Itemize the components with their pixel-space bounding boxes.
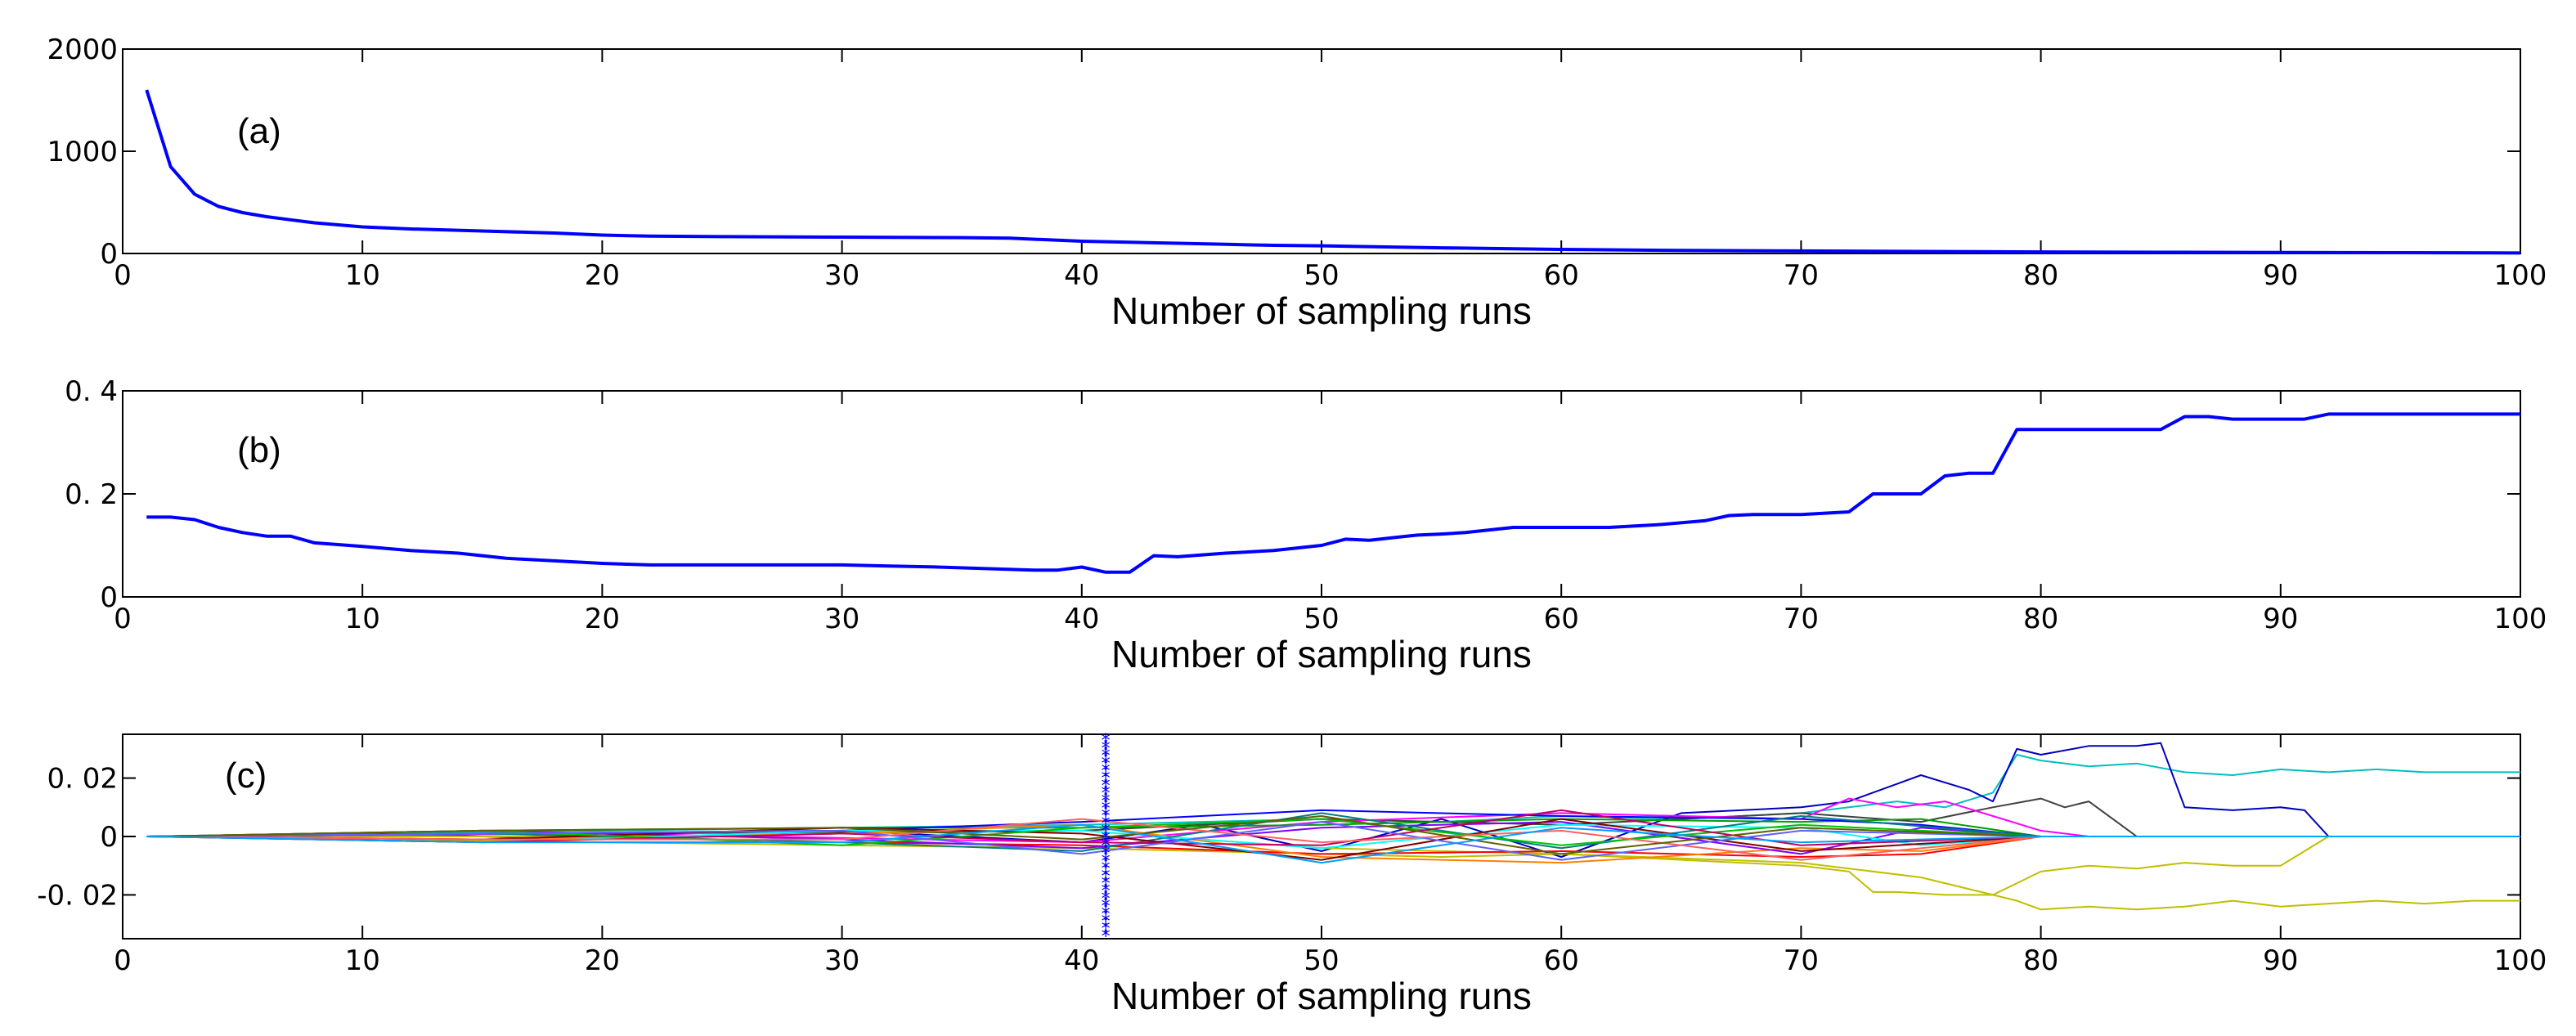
x-tick-label: 80 bbox=[2023, 259, 2058, 292]
y-tick-label: 0 bbox=[100, 821, 118, 854]
marker-point: * bbox=[1102, 799, 1111, 819]
x-tick-label: 60 bbox=[1544, 944, 1579, 977]
panel-label: (a) bbox=[237, 111, 281, 151]
marker-point: * bbox=[1102, 867, 1111, 887]
series-line-b bbox=[146, 412, 2520, 574]
x-tick-label: 10 bbox=[345, 259, 380, 292]
marker-point: * bbox=[1102, 761, 1111, 782]
series-line-c13 bbox=[146, 812, 2520, 852]
marker-point: * bbox=[1102, 731, 1111, 751]
marker-point: * bbox=[1102, 859, 1111, 880]
x-tick-label: 50 bbox=[1304, 259, 1339, 292]
marker-point: * bbox=[1102, 747, 1111, 767]
marker-point: * bbox=[1102, 844, 1111, 864]
chart-panel-a: 0 10 20 30 40 50 60 70 80 90 100010002000(a)Number… bbox=[47, 34, 2547, 332]
chart-panel-b: 0 10 20 30 40 50 60 70 80 90 100 0 0. 2 0. 4 (b) Number… bbox=[65, 375, 2547, 675]
marker-point: * bbox=[1102, 851, 1111, 872]
x-axis-title: Number of sampling runs bbox=[1111, 975, 1532, 1017]
marker-point: * bbox=[1102, 776, 1111, 796]
x-tick-label: 70 bbox=[1784, 259, 1819, 292]
y-tick-label: -0. 02 bbox=[37, 879, 118, 912]
marker-point: * bbox=[1102, 897, 1111, 917]
series-line-c1 bbox=[146, 754, 2520, 837]
x-tick-label: 40 bbox=[1064, 944, 1099, 977]
x-tick-label: 40 bbox=[1064, 259, 1099, 292]
x-tick-label: 0 bbox=[114, 944, 132, 977]
series-line-c17 bbox=[146, 821, 2520, 861]
x-tick-label: 20 bbox=[585, 603, 620, 635]
series-line-c19 bbox=[146, 815, 2520, 855]
x-tick-label: 30 bbox=[824, 944, 859, 977]
marker-point: * bbox=[1102, 904, 1111, 925]
x-tick-label: 70 bbox=[1784, 603, 1819, 635]
x-axis-title: Number of sampling runs bbox=[1111, 633, 1532, 675]
series-line-a bbox=[145, 89, 2521, 255]
panel-label: (b) bbox=[237, 430, 281, 470]
marker-point: * bbox=[1102, 814, 1111, 834]
x-tick-label: 90 bbox=[2263, 259, 2298, 292]
x-tick-label: 50 bbox=[1304, 603, 1339, 635]
x-tick-label: 60 bbox=[1544, 603, 1579, 635]
y-tick-label: 0 bbox=[100, 581, 118, 614]
y-tick-label: 0. 2 bbox=[65, 478, 118, 511]
x-tick-label: 20 bbox=[585, 944, 620, 977]
marker-point: * bbox=[1102, 926, 1111, 947]
axes-frame bbox=[122, 390, 2521, 598]
x-tick-label: 60 bbox=[1544, 259, 1579, 292]
x-tick-label: 30 bbox=[824, 259, 859, 292]
x-tick-label: 50 bbox=[1304, 944, 1339, 977]
marker-point: * bbox=[1102, 836, 1111, 857]
series-line-c20 bbox=[146, 823, 2520, 864]
x-tick-label: 80 bbox=[2023, 944, 2058, 977]
x-tick-label: 20 bbox=[585, 259, 620, 292]
marker-point: * bbox=[1102, 822, 1111, 842]
x-tick-label: 0 bbox=[114, 603, 132, 635]
x-tick-label: 30 bbox=[824, 603, 859, 635]
x-tick-label: 80 bbox=[2023, 603, 2058, 635]
x-tick-label: 90 bbox=[2263, 603, 2298, 635]
marker-point: * bbox=[1102, 919, 1111, 940]
marker-point: * bbox=[1102, 829, 1111, 850]
x-tick-label: 100 bbox=[2494, 944, 2547, 977]
marker-point: * bbox=[1102, 792, 1111, 812]
y-tick-label: 0. 02 bbox=[47, 763, 118, 796]
x-axis-title: Number of sampling runs bbox=[1111, 289, 1532, 332]
marker-point: * bbox=[1102, 889, 1111, 909]
x-tick-label: 0 bbox=[114, 259, 132, 292]
y-tick-label: 0 bbox=[100, 238, 118, 271]
y-tick-label: 1000 bbox=[47, 136, 118, 168]
marker-point: * bbox=[1102, 912, 1111, 932]
marker-point: * bbox=[1102, 881, 1111, 902]
marker-point: * bbox=[1102, 769, 1111, 789]
x-tick-label: 10 bbox=[345, 603, 380, 635]
x-tick-label: 90 bbox=[2263, 944, 2298, 977]
x-tick-label: 100 bbox=[2494, 603, 2547, 635]
x-tick-label: 100 bbox=[2494, 259, 2547, 292]
panel-label: (c) bbox=[225, 756, 267, 796]
series-line-c18 bbox=[146, 818, 2520, 861]
marker-point: * bbox=[1102, 874, 1111, 895]
marker-point: * bbox=[1102, 738, 1111, 759]
x-tick-label: 10 bbox=[345, 944, 380, 977]
series-line-c15 bbox=[146, 818, 2520, 846]
x-tick-label: 40 bbox=[1064, 603, 1099, 635]
x-tick-label: 70 bbox=[1784, 944, 1819, 977]
marker-point: * bbox=[1102, 754, 1111, 774]
marker-point: * bbox=[1102, 784, 1111, 805]
y-tick-label: 0. 4 bbox=[65, 375, 118, 408]
axes-frame bbox=[122, 48, 2521, 254]
series-line-c3 bbox=[146, 742, 2520, 858]
marker-point: * bbox=[1102, 806, 1111, 827]
series-line-c2 bbox=[146, 836, 2520, 911]
y-tick-label: 2000 bbox=[47, 34, 118, 66]
